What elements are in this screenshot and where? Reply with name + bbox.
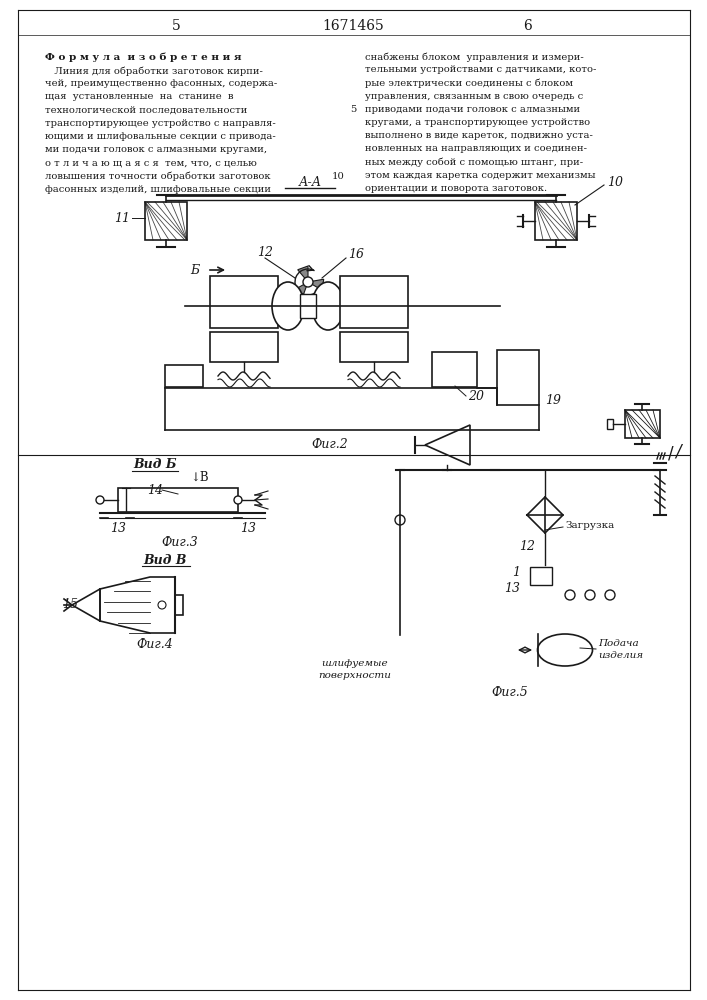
Text: Линия для обработки заготовок кирпи-: Линия для обработки заготовок кирпи- [45, 66, 263, 76]
Text: 20: 20 [468, 390, 484, 403]
Text: снабжены блоком  управления и измери-: снабжены блоком управления и измери- [365, 52, 584, 62]
Text: тельными устройствами с датчиками, кото-: тельными устройствами с датчиками, кото- [365, 65, 597, 74]
Text: поверхности: поверхности [319, 670, 392, 680]
Text: выполнено в виде кареток, подвижно уста-: выполнено в виде кареток, подвижно уста- [365, 131, 593, 140]
Text: 5: 5 [172, 19, 180, 33]
Text: Подача: Подача [598, 639, 638, 648]
Bar [165, 365, 203, 387]
Text: Фиг.5: Фиг.5 [491, 686, 528, 700]
Circle shape [303, 277, 313, 287]
Text: /: / [668, 444, 674, 462]
Text: изделия: изделия [598, 650, 643, 660]
Polygon shape [425, 425, 470, 465]
Text: технологической последовательности: технологической последовательности [45, 106, 247, 115]
Bar [118, 488, 238, 512]
Text: кругами, а транспортирующее устройство: кругами, а транспортирующее устройство [365, 118, 590, 127]
Text: управления, связанным в свою очередь с: управления, связанным в свою очередь с [365, 92, 583, 101]
Ellipse shape [312, 282, 344, 330]
Text: ми подачи головок с алмазными кругами,: ми подачи головок с алмазными кругами, [45, 145, 267, 154]
Text: 12: 12 [257, 245, 273, 258]
Polygon shape [100, 577, 175, 633]
Text: 13: 13 [240, 522, 256, 534]
Text: 14: 14 [147, 484, 163, 496]
Text: 5: 5 [350, 105, 356, 114]
Text: 1: 1 [512, 566, 520, 580]
Polygon shape [298, 266, 308, 282]
Text: о т л и ч а ю щ а я с я  тем, что, с целью: о т л и ч а ю щ а я с я тем, что, с цель… [45, 158, 257, 167]
Text: новленных на направляющих и соединен-: новленных на направляющих и соединен- [365, 144, 587, 153]
Text: Ф о р м у л а  и з о б р е т е н и я: Ф о р м у л а и з о б р е т е н и я [45, 52, 242, 62]
Circle shape [585, 590, 595, 600]
Text: ловышения точности обработки заготовок: ловышения точности обработки заготовок [45, 172, 271, 181]
Bar [535, 202, 577, 240]
Text: рые электрически соединены с блоком: рые электрически соединены с блоком [365, 78, 573, 88]
Bar [625, 410, 660, 438]
Circle shape [96, 496, 104, 504]
Text: Фиг.3: Фиг.3 [162, 536, 199, 548]
Bar [497, 350, 539, 405]
Text: Фиг.2: Фиг.2 [312, 438, 349, 452]
Text: Б: Б [190, 263, 199, 276]
Text: транспортирующее устройство с направля-: транспортирующее устройство с направля- [45, 119, 276, 128]
Text: щая  установленные  на  станине  в: щая установленные на станине в [45, 92, 233, 101]
Text: 10: 10 [607, 176, 623, 190]
Text: 13: 13 [504, 582, 520, 594]
Text: Загрузка: Загрузка [565, 520, 614, 530]
Text: Фиг.4: Фиг.4 [136, 639, 173, 652]
Text: Вид Б: Вид Б [133, 458, 177, 472]
Text: 10: 10 [332, 172, 344, 181]
Bar [145, 202, 187, 240]
Ellipse shape [537, 634, 592, 666]
Text: 19: 19 [545, 393, 561, 406]
Circle shape [158, 601, 166, 609]
Circle shape [395, 515, 405, 525]
Text: 12: 12 [519, 540, 535, 554]
Ellipse shape [272, 282, 304, 330]
Bar [530, 567, 552, 585]
Text: ющими и шлифовальные секции с привода-: ющими и шлифовальные секции с привода- [45, 132, 276, 141]
Text: фасонных изделий, шлифовальные секции: фасонных изделий, шлифовальные секции [45, 185, 271, 194]
Bar [340, 276, 408, 328]
Text: ↓В: ↓В [191, 471, 209, 484]
Text: этом каждая каретка содержит механизмы: этом каждая каретка содержит механизмы [365, 171, 595, 180]
Text: 15: 15 [62, 598, 78, 611]
Circle shape [234, 496, 242, 504]
Text: ных между собой с помощью штанг, при-: ных между собой с помощью штанг, при- [365, 158, 583, 167]
Text: ориентации и поворота заготовок.: ориентации и поворота заготовок. [365, 184, 547, 193]
Text: 11: 11 [114, 212, 130, 225]
Bar [210, 276, 278, 328]
Text: шлифуемые: шлифуемые [322, 658, 388, 668]
Text: 13: 13 [110, 522, 126, 534]
Text: приводами подачи головок с алмазными: приводами подачи головок с алмазными [365, 105, 580, 114]
Text: А-А: А-А [298, 176, 322, 190]
Text: чей, преимущественно фасонных, содержа-: чей, преимущественно фасонных, содержа- [45, 79, 277, 88]
Polygon shape [308, 279, 324, 290]
Text: 6: 6 [524, 19, 532, 33]
Text: /: / [675, 443, 681, 461]
Bar [300, 294, 316, 318]
Bar [607, 419, 613, 429]
Bar [432, 352, 477, 387]
Bar [340, 332, 408, 362]
Text: 16: 16 [348, 248, 364, 261]
Polygon shape [294, 282, 308, 297]
Bar [210, 332, 278, 362]
Circle shape [605, 590, 615, 600]
Text: Вид В: Вид В [144, 554, 187, 566]
Circle shape [565, 590, 575, 600]
Polygon shape [175, 595, 183, 615]
Text: 1671465: 1671465 [322, 19, 384, 33]
